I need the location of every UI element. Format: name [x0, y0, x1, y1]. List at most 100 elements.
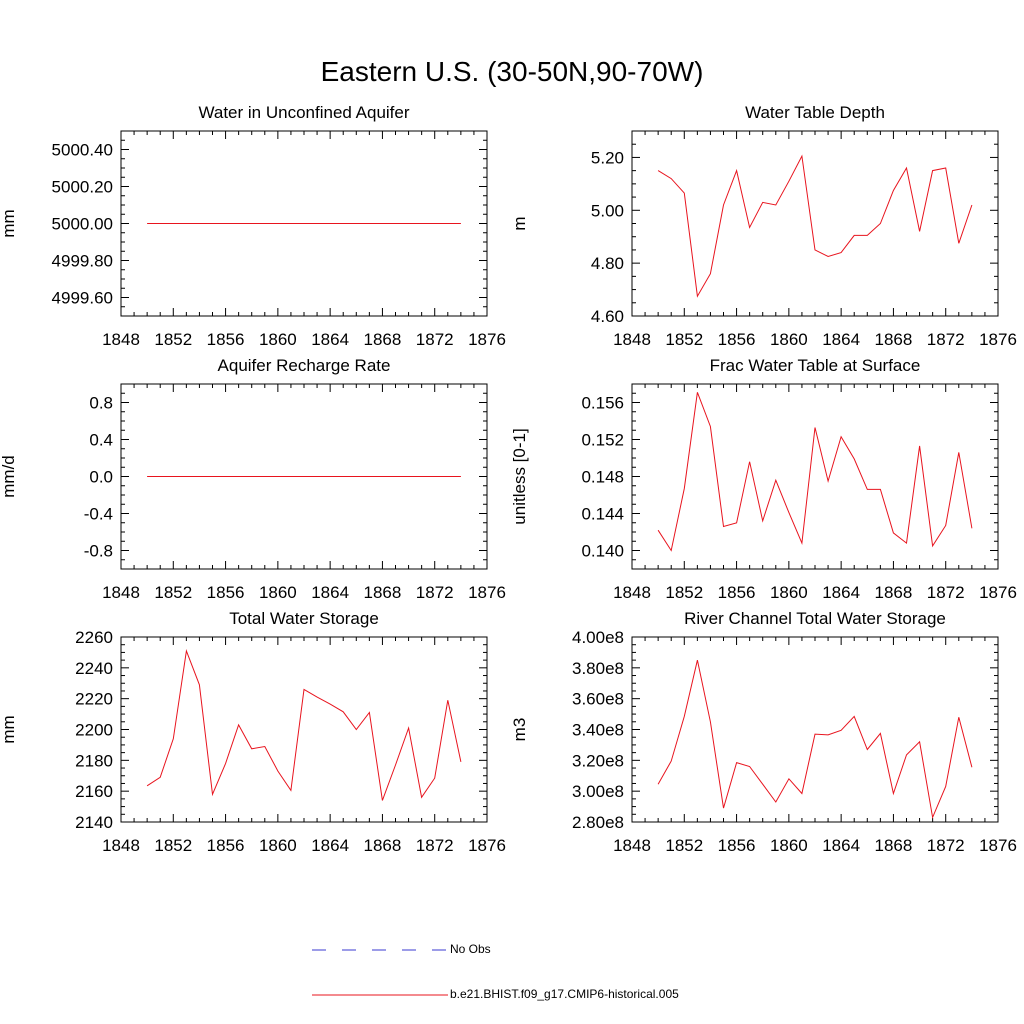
y-tick-label: 0.152	[581, 431, 624, 450]
x-tick-label: 1860	[770, 330, 808, 349]
figure-title: Eastern U.S. (30-50N,90-70W)	[320, 56, 704, 87]
y-axis-label: unitless [0-1]	[510, 428, 529, 524]
x-tick-label: 1864	[822, 583, 860, 602]
y-tick-label: 3.80e8	[572, 659, 624, 678]
x-tick-label: 1868	[875, 836, 913, 855]
y-tick-label: 0.144	[581, 505, 624, 524]
panel-title: Total Water Storage	[229, 609, 379, 628]
y-tick-label: 4.80	[591, 254, 624, 273]
y-tick-label: 2200	[75, 721, 113, 740]
x-tick-label: 1860	[259, 330, 297, 349]
x-tick-label: 1856	[207, 583, 245, 602]
series-line	[657, 659, 973, 820]
series-line	[657, 154, 973, 298]
legend-model-line	[312, 994, 448, 996]
x-tick-label: 1848	[613, 583, 651, 602]
y-tick-label: 3.00e8	[572, 782, 624, 801]
y-tick-label: 5.00	[591, 201, 624, 220]
x-tick-label: 1860	[259, 583, 297, 602]
panel-title: Frac Water Table at Surface	[710, 356, 921, 375]
x-tick-label: 1856	[718, 583, 756, 602]
x-tick-label: 1864	[311, 583, 349, 602]
y-tick-label: 0.4	[89, 431, 113, 450]
x-tick-label: 1856	[718, 330, 756, 349]
plot-frame	[120, 636, 488, 823]
y-tick-label: 0.148	[581, 468, 624, 487]
x-tick-label: 1872	[416, 836, 454, 855]
y-tick-label: 2240	[75, 659, 113, 678]
x-tick-label: 1856	[207, 330, 245, 349]
x-tick-label: 1868	[364, 330, 402, 349]
x-tick-label: 1868	[875, 583, 913, 602]
y-axis-label: mm/d	[0, 455, 18, 498]
x-tick-label: 1852	[154, 583, 192, 602]
y-tick-label: 2260	[75, 628, 113, 647]
x-tick-label: 1864	[822, 330, 860, 349]
y-tick-label: 4.00e8	[572, 628, 624, 647]
x-tick-label: 1848	[102, 583, 140, 602]
y-tick-label: 4.60	[591, 307, 624, 326]
panel-1: Water in Unconfined Aquifer mm 1848 1852 185…	[0, 103, 506, 349]
x-tick-label: 1872	[416, 330, 454, 349]
y-axis-label: mm	[0, 715, 18, 743]
panel-6: River Channel Total Water Storage m3 1848 1…	[510, 609, 1017, 855]
y-tick-label: 0.156	[581, 394, 624, 413]
panel-3: Aquifer Recharge Rate mm/d 1848 1852 1856 186…	[0, 356, 506, 602]
x-tick-label: 1852	[154, 330, 192, 349]
panel-title: Water in Unconfined Aquifer	[198, 103, 409, 122]
y-axis-label: m	[510, 216, 529, 230]
plot-frame	[631, 383, 999, 570]
x-tick-label: 1860	[770, 583, 808, 602]
x-tick-label: 1876	[468, 836, 506, 855]
panel-5: Total Water Storage mm 1848 1852 1856 1860 186…	[0, 609, 506, 855]
y-tick-label: 3.60e8	[572, 690, 624, 709]
y-tick-label: 0.0	[89, 468, 113, 487]
x-tick-label: 1856	[718, 836, 756, 855]
x-tick-label: 1848	[102, 836, 140, 855]
y-tick-label: 5.20	[591, 148, 624, 167]
y-tick-label: 4999.80	[52, 252, 113, 271]
y-tick-label: 3.40e8	[572, 721, 624, 740]
x-tick-label: 1868	[875, 330, 913, 349]
y-tick-label: 0.140	[581, 542, 624, 561]
legend-obs-label: No Obs	[450, 942, 491, 956]
y-tick-label: 0.8	[89, 394, 113, 413]
x-tick-label: 1868	[364, 836, 402, 855]
y-tick-label: 2220	[75, 690, 113, 709]
x-tick-label: 1860	[259, 836, 297, 855]
panel-title: River Channel Total Water Storage	[684, 609, 946, 628]
x-tick-label: 1872	[416, 583, 454, 602]
y-tick-label: 2.80e8	[572, 813, 624, 832]
x-tick-label: 1852	[665, 583, 703, 602]
x-tick-label: 1864	[822, 836, 860, 855]
x-tick-label: 1852	[665, 836, 703, 855]
legend-obs-line	[312, 949, 448, 951]
y-tick-label: 4999.60	[52, 289, 113, 308]
panel-2: Water Table Depth m 1848 1852 1856 1860 1864 18…	[510, 103, 1017, 349]
y-tick-label: 3.20e8	[572, 751, 624, 770]
panel-title: Water Table Depth	[745, 103, 885, 122]
y-tick-label: 5000.00	[52, 215, 113, 234]
x-tick-label: 1856	[207, 836, 245, 855]
y-tick-label: -0.4	[84, 505, 113, 524]
x-tick-label: 1868	[364, 583, 402, 602]
x-tick-label: 1864	[311, 836, 349, 855]
y-tick-label: 2180	[75, 751, 113, 770]
y-tick-label: 5000.40	[52, 141, 113, 160]
plot-frame	[631, 130, 999, 317]
y-tick-label: 2160	[75, 782, 113, 801]
y-tick-label: 5000.20	[52, 178, 113, 197]
y-axis-label: mm	[0, 209, 18, 237]
x-tick-label: 1860	[770, 836, 808, 855]
x-tick-label: 1852	[665, 330, 703, 349]
legend-model-label: b.e21.BHIST.f09_g17.CMIP6-historical.005	[450, 987, 679, 1001]
y-tick-label: 2140	[75, 813, 113, 832]
x-tick-label: 1872	[927, 330, 965, 349]
plot-frame	[631, 636, 999, 823]
x-tick-label: 1864	[311, 330, 349, 349]
x-tick-label: 1848	[613, 330, 651, 349]
series-line	[657, 392, 973, 552]
x-tick-label: 1876	[468, 583, 506, 602]
